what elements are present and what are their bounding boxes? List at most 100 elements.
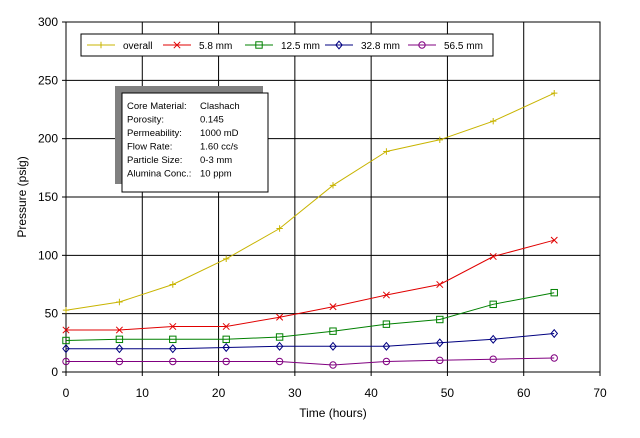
axis-ticks: 0 50 100 150 200 250 300 0 10 20 30 40 50 60 70 bbox=[38, 15, 607, 400]
legend-label-5-8-mm: 5.8 mm bbox=[199, 41, 232, 52]
data-point-5-8-mm bbox=[382, 291, 390, 299]
data-point-overall bbox=[62, 306, 70, 314]
data-point-56-5-mm bbox=[329, 361, 337, 369]
data-point-12-5-mm bbox=[550, 288, 558, 297]
data-point-12-5-mm bbox=[222, 335, 230, 344]
data-point-32-8-mm bbox=[489, 334, 498, 344]
data-point-5-8-mm bbox=[550, 236, 558, 244]
legend-marker-32-8-mm bbox=[335, 40, 343, 50]
data-point-12-5-mm bbox=[62, 336, 70, 345]
series-32-8-mm bbox=[62, 328, 559, 354]
data-point-32-8-mm bbox=[382, 341, 391, 351]
legend-marker-12-5-mm bbox=[255, 41, 263, 49]
data-point-56-5-mm bbox=[275, 357, 284, 366]
info-value: 0.145 bbox=[200, 115, 224, 126]
data-point-overall bbox=[490, 117, 497, 125]
data-point-56-5-mm bbox=[62, 357, 70, 366]
legend-label-32-8-mm: 32.8 mm bbox=[361, 41, 400, 52]
info-value: Clashach bbox=[200, 101, 240, 112]
info-label: Core Material: bbox=[127, 101, 187, 112]
info-box-panel bbox=[121, 92, 269, 193]
legend-label-overall: overall bbox=[123, 41, 152, 52]
legend-label-56-5-mm: 56.5 mm bbox=[444, 41, 483, 52]
gridlines bbox=[66, 22, 600, 372]
legend-marker-56-5-mm bbox=[418, 41, 426, 49]
legend-marker-5-8-mm bbox=[173, 41, 181, 49]
data-point-32-8-mm bbox=[115, 344, 124, 354]
data-point-overall bbox=[116, 298, 123, 306]
x-tick-label: 10 bbox=[136, 386, 150, 400]
series-5-8-mm bbox=[62, 236, 558, 334]
data-point-5-8-mm bbox=[276, 313, 284, 321]
data-point-32-8-mm bbox=[168, 344, 177, 354]
data-point-5-8-mm bbox=[329, 303, 337, 311]
data-point-overall bbox=[551, 89, 558, 97]
y-tick-label: 0 bbox=[51, 365, 58, 379]
data-point-5-8-mm bbox=[489, 252, 497, 261]
y-tick-label: 100 bbox=[38, 248, 58, 262]
series-line-5-8-mm bbox=[66, 239, 555, 331]
data-point-56-5-mm bbox=[382, 357, 391, 366]
info-label: Particle Size: bbox=[127, 155, 182, 166]
info-label: Alumina Conc.: bbox=[127, 169, 191, 180]
x-tick-label: 40 bbox=[364, 386, 378, 400]
series-line-56-5-mm bbox=[66, 357, 555, 366]
data-point-56-5-mm bbox=[169, 357, 177, 366]
data-point-5-8-mm bbox=[62, 326, 70, 334]
series-line-overall bbox=[65, 92, 555, 311]
y-tick-label: 300 bbox=[38, 15, 58, 29]
data-point-12-5-mm bbox=[275, 333, 284, 341]
data-point-12-5-mm bbox=[489, 300, 497, 309]
data-point-32-8-mm bbox=[62, 344, 70, 354]
info-value: 1.60 cc/s bbox=[200, 142, 238, 153]
data-point-5-8-mm bbox=[115, 326, 123, 334]
x-axis-title: Time (hours) bbox=[299, 406, 367, 420]
y-tick-label: 50 bbox=[45, 307, 59, 321]
data-point-overall bbox=[436, 136, 443, 144]
series-12-5-mm bbox=[62, 288, 558, 345]
data-point-32-8-mm bbox=[222, 342, 231, 353]
info-label: Porosity: bbox=[127, 115, 164, 126]
info-value: 0-3 mm bbox=[200, 155, 232, 166]
data-point-56-5-mm bbox=[489, 355, 497, 363]
info-label: Flow Rate: bbox=[127, 142, 172, 153]
data-point-5-8-mm bbox=[436, 280, 444, 289]
data-point-56-5-mm bbox=[436, 356, 444, 365]
data-point-overall bbox=[169, 281, 176, 288]
data-point-56-5-mm bbox=[115, 357, 124, 366]
data-point-32-8-mm bbox=[435, 338, 444, 348]
legend-label-12-5-mm: 12.5 mm bbox=[281, 41, 320, 52]
x-tick-label: 50 bbox=[441, 386, 455, 400]
y-tick-label: 200 bbox=[38, 132, 58, 146]
data-point-56-5-mm bbox=[222, 357, 230, 366]
legend: overall 5.8 mm 12.5 mm 32.8 mm 56.5 mm bbox=[80, 33, 494, 57]
data-point-overall bbox=[329, 182, 337, 189]
series-layer bbox=[62, 89, 559, 369]
y-tick-label: 150 bbox=[38, 190, 58, 204]
data-point-overall bbox=[383, 148, 390, 155]
data-point-12-5-mm bbox=[329, 327, 337, 335]
info-label: Permeability: bbox=[127, 128, 182, 139]
info-value: 1000 mD bbox=[200, 128, 239, 139]
data-point-5-8-mm bbox=[169, 322, 177, 331]
series-line-12-5-mm bbox=[65, 292, 555, 341]
legend-box bbox=[80, 33, 494, 57]
data-point-12-5-mm bbox=[169, 335, 177, 344]
series-overall bbox=[62, 89, 558, 314]
x-tick-label: 70 bbox=[593, 386, 607, 400]
data-point-overall bbox=[276, 225, 283, 232]
data-point-12-5-mm bbox=[436, 315, 444, 324]
data-point-12-5-mm bbox=[115, 335, 124, 344]
info-value: 10 ppm bbox=[200, 169, 232, 180]
x-tick-label: 0 bbox=[63, 386, 70, 400]
data-point-12-5-mm bbox=[382, 320, 391, 328]
y-tick-label: 250 bbox=[38, 73, 58, 87]
x-tick-label: 20 bbox=[212, 386, 226, 400]
data-point-overall bbox=[223, 255, 230, 263]
data-point-32-8-mm bbox=[550, 328, 559, 339]
series-56-5-mm bbox=[62, 354, 558, 369]
x-tick-label: 60 bbox=[517, 386, 531, 400]
core-info-box: Core Material: Clashach Porosity: 0.145 Perm… bbox=[115, 86, 269, 193]
data-point-56-5-mm bbox=[550, 354, 558, 362]
legend-marker-overall bbox=[97, 41, 105, 49]
